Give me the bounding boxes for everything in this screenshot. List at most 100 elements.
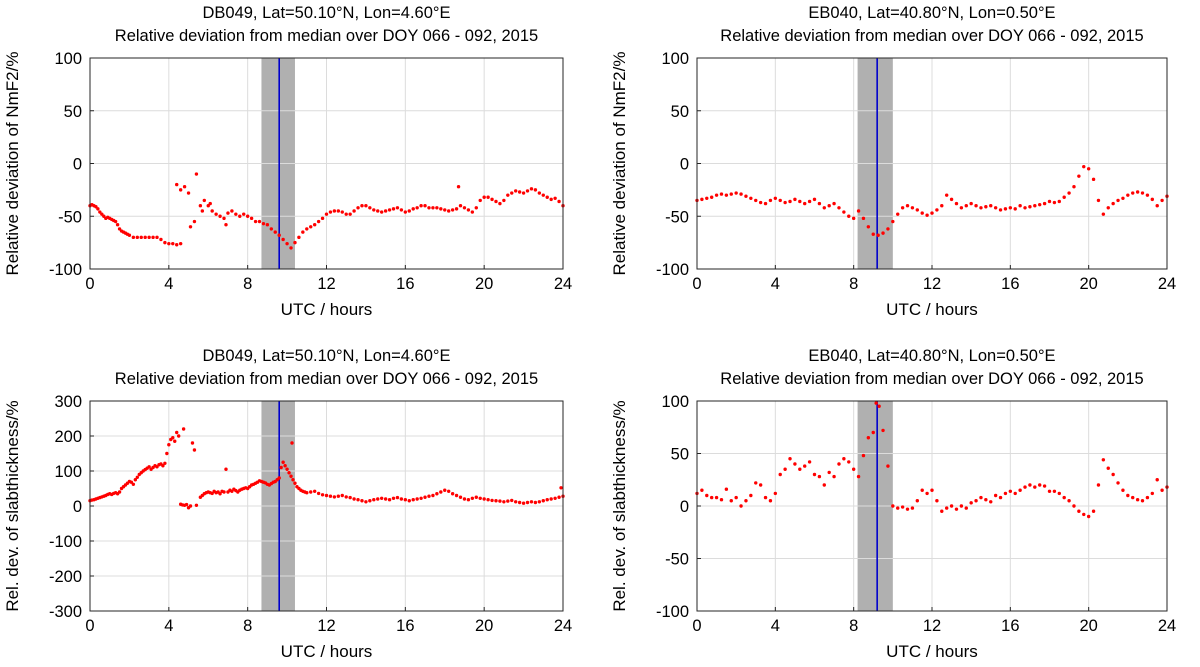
data-point: [135, 235, 139, 240]
data-point: [866, 225, 871, 229]
data-point: [218, 492, 222, 496]
data-point: [202, 198, 207, 203]
data-point: [210, 209, 214, 213]
data-point: [344, 495, 348, 499]
data-point: [768, 198, 773, 203]
data-point: [832, 201, 836, 206]
data-point: [700, 197, 704, 202]
data-point: [537, 191, 542, 195]
data-point: [827, 204, 831, 208]
data-point: [881, 231, 885, 235]
data-point: [482, 195, 486, 199]
data-point: [486, 195, 490, 199]
data-point: [328, 494, 333, 498]
x-tick-label: 24: [1158, 275, 1176, 293]
data-point: [403, 498, 408, 502]
data-point: [171, 436, 175, 440]
data-point: [1091, 509, 1096, 513]
data-point: [954, 507, 959, 511]
data-point: [1101, 458, 1106, 462]
data-point: [896, 506, 900, 510]
data-point: [891, 504, 895, 508]
data-point: [1140, 499, 1145, 503]
data-point: [1008, 206, 1013, 210]
data-point: [423, 204, 427, 208]
data-point: [763, 495, 768, 500]
data-point: [979, 495, 983, 500]
data-point: [135, 475, 139, 479]
data-point: [1101, 212, 1106, 216]
data-point: [171, 241, 175, 246]
data-point: [208, 201, 212, 206]
data-point: [506, 499, 510, 503]
data-point: [1028, 483, 1032, 487]
data-point: [989, 204, 993, 208]
x-tick-label: 4: [771, 275, 780, 293]
data-point: [1145, 495, 1150, 500]
data-point: [245, 214, 250, 218]
data-point: [224, 222, 228, 227]
data-point: [415, 497, 419, 501]
data-point: [1047, 489, 1052, 493]
data-point: [139, 235, 143, 240]
chart-subtitle: Relative deviation from median over DOY …: [720, 370, 1143, 388]
data-point: [896, 212, 900, 216]
data-point: [1047, 199, 1052, 204]
x-tick-label: 20: [1079, 275, 1097, 293]
x-axis-label: UTC / hours: [281, 642, 373, 661]
data-point: [194, 503, 199, 507]
data-point: [910, 206, 915, 210]
data-point: [147, 465, 151, 469]
y-tick-label: 300: [54, 393, 82, 411]
y-tick-label: -100: [49, 533, 82, 551]
data-point: [905, 204, 910, 208]
data-point: [96, 207, 100, 211]
data-point: [222, 490, 226, 494]
data-point: [729, 192, 733, 196]
data-point: [403, 210, 408, 214]
data-point: [1121, 488, 1125, 492]
data-point: [979, 206, 983, 210]
data-point: [920, 211, 924, 215]
y-tick-label: -200: [49, 568, 82, 586]
data-point: [273, 230, 277, 234]
data-point: [253, 219, 258, 224]
data-point: [529, 187, 534, 191]
data-point: [490, 197, 494, 202]
x-tick-label: 4: [164, 617, 173, 635]
data-point: [190, 441, 195, 445]
chart-subtitle: Relative deviation from median over DOY …: [115, 27, 538, 45]
data-point: [920, 488, 924, 492]
data-point: [454, 207, 459, 211]
data-point: [198, 204, 203, 208]
data-point: [533, 188, 538, 192]
data-point: [131, 235, 136, 240]
data-point: [1082, 512, 1086, 517]
data-point: [549, 497, 553, 501]
data-point: [419, 204, 423, 208]
data-point: [910, 506, 915, 510]
data-point: [435, 206, 439, 210]
data-point: [167, 443, 171, 447]
data-point: [557, 199, 561, 204]
x-axis-label: UTC / hours: [886, 642, 978, 661]
data-point: [281, 460, 285, 464]
data-point: [803, 464, 807, 468]
data-point: [336, 494, 341, 498]
data-point: [1008, 489, 1013, 493]
x-tick-label: 0: [85, 617, 94, 635]
data-point: [182, 185, 187, 189]
data-point: [387, 498, 392, 502]
data-point: [478, 496, 482, 500]
y-tick-label: 0: [680, 156, 689, 174]
data-point: [186, 191, 191, 195]
data-point: [265, 222, 270, 227]
data-point: [959, 504, 964, 508]
data-point: [856, 474, 861, 479]
data-point: [309, 490, 313, 494]
data-point: [486, 498, 490, 502]
data-point: [993, 493, 998, 498]
data-point: [930, 211, 934, 215]
data-point: [1096, 198, 1101, 203]
